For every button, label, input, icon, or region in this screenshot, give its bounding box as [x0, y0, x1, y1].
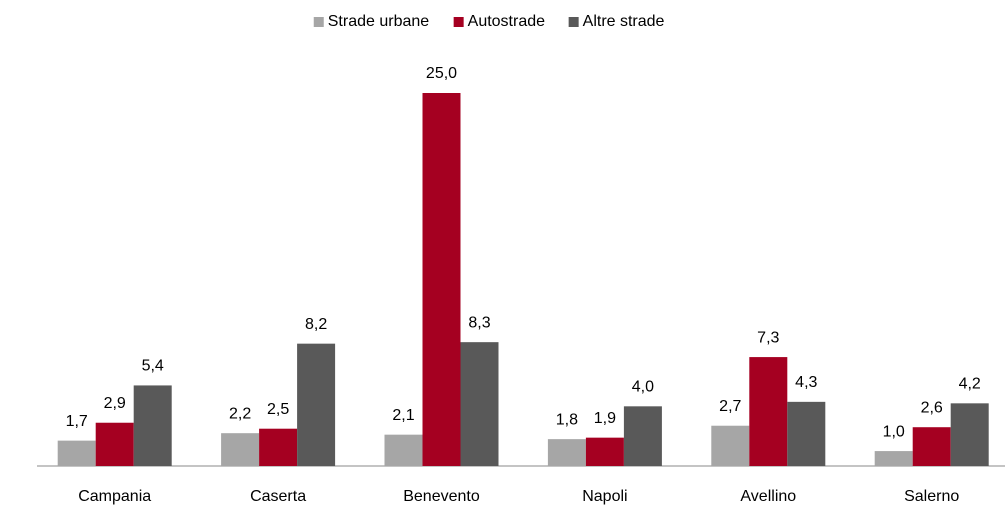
legend-swatch: [568, 17, 579, 27]
data-label: 8,2: [305, 316, 327, 333]
bar: [547, 439, 586, 466]
x-tick-label: Salerno: [904, 488, 959, 505]
data-label: 7,3: [757, 329, 779, 346]
x-tick-label: Campania: [78, 488, 151, 505]
x-tick-label: Caserta: [250, 488, 306, 505]
data-label: 8,3: [468, 314, 490, 331]
data-label: 4,3: [795, 374, 817, 391]
bar: [95, 422, 134, 466]
data-label: 4,0: [632, 379, 654, 396]
data-label: 1,7: [66, 413, 88, 430]
legend-label: Strade urbane: [328, 13, 430, 30]
data-label: 1,9: [594, 410, 616, 427]
bar: [57, 440, 96, 466]
bar: [749, 357, 788, 466]
bar: [384, 434, 423, 466]
bar: [623, 406, 662, 466]
data-label: 2,5: [267, 401, 289, 418]
data-label: 2,2: [229, 405, 251, 422]
data-label: 4,2: [959, 376, 981, 393]
data-label: 2,7: [719, 398, 741, 415]
x-tick-label: Avellino: [740, 488, 796, 505]
bar: [950, 403, 989, 466]
bar: [133, 385, 172, 466]
bar: [787, 401, 826, 466]
x-tick-label: Napoli: [582, 488, 627, 505]
bar: [460, 342, 499, 466]
data-label: 1,0: [883, 423, 905, 440]
bar: [711, 425, 750, 466]
bar: [297, 343, 336, 466]
data-label: 2,6: [921, 399, 943, 416]
data-label: 2,1: [392, 407, 414, 424]
bar: [422, 93, 461, 466]
bar: [221, 433, 260, 466]
legend-label: Altre strade: [583, 13, 665, 30]
data-label: 25,0: [426, 65, 457, 82]
legend-swatch: [453, 17, 464, 27]
legend-swatch: [313, 17, 324, 27]
bar: [874, 451, 913, 466]
bar: [585, 437, 624, 466]
bar: [259, 428, 298, 466]
data-label: 1,8: [556, 411, 578, 428]
legend-label: Autostrade: [468, 13, 545, 30]
data-label: 5,4: [142, 358, 164, 375]
bar: [912, 427, 951, 466]
data-label: 2,9: [104, 395, 126, 412]
x-tick-label: Benevento: [403, 488, 480, 505]
